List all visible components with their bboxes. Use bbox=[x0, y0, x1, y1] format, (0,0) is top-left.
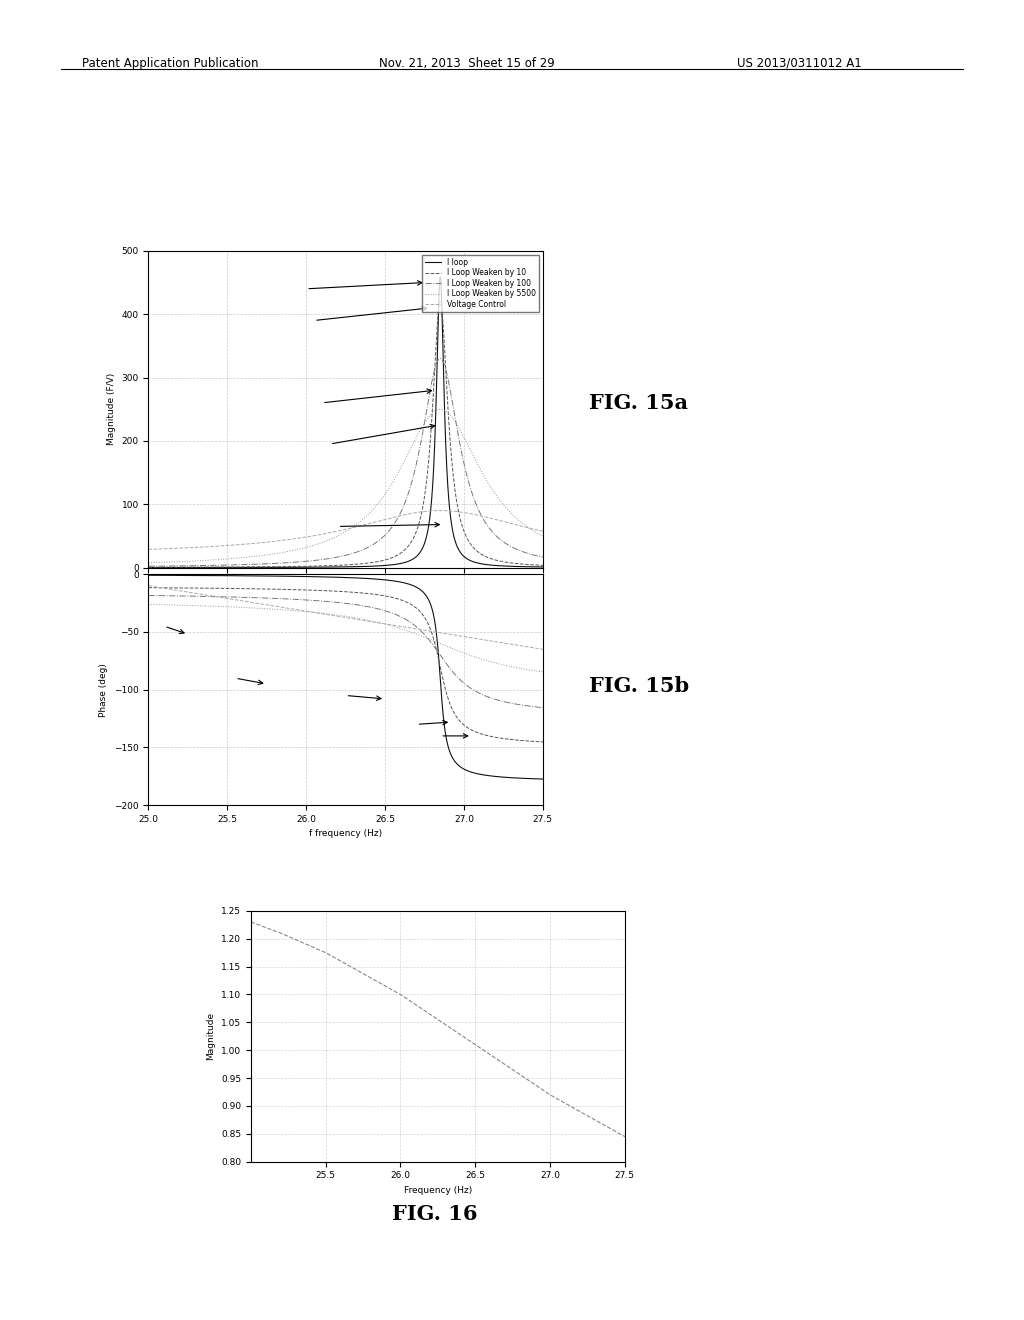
Line: I Loop Weaken by 100: I Loop Weaken by 100 bbox=[148, 359, 558, 566]
Line: I loop: I loop bbox=[148, 277, 558, 568]
I Loop Weaken by 10 bbox=[496, 553, 508, 569]
I Loop Weaken by 100 bbox=[381, 525, 393, 541]
I Loop Weaken by 100 bbox=[454, 437, 466, 453]
Voltage Control bbox=[168, 540, 180, 556]
X-axis label: f frequency (Hz): f frequency (Hz) bbox=[309, 829, 382, 838]
I Loop Weaken by 10 bbox=[168, 560, 180, 576]
Text: US 2013/0311012 A1: US 2013/0311012 A1 bbox=[737, 57, 862, 70]
I loop bbox=[552, 560, 564, 576]
Y-axis label: Magnitude: Magnitude bbox=[207, 1012, 215, 1060]
Line: I Loop Weaken by 10: I Loop Weaken by 10 bbox=[148, 302, 558, 568]
I Loop Weaken by 5500 bbox=[168, 554, 180, 570]
Line: Voltage Control: Voltage Control bbox=[148, 511, 558, 549]
I Loop Weaken by 5500 bbox=[434, 401, 446, 417]
I Loop Weaken by 10 bbox=[434, 294, 446, 310]
Text: Nov. 21, 2013  Sheet 15 of 29: Nov. 21, 2013 Sheet 15 of 29 bbox=[379, 57, 555, 70]
Voltage Control bbox=[496, 513, 508, 529]
I loop bbox=[496, 558, 508, 574]
I loop bbox=[454, 544, 466, 560]
I Loop Weaken by 10 bbox=[142, 560, 155, 576]
I Loop Weaken by 100 bbox=[391, 511, 403, 527]
Voltage Control bbox=[552, 527, 564, 543]
I Loop Weaken by 5500 bbox=[403, 442, 416, 458]
I loop bbox=[381, 557, 393, 573]
I loop bbox=[168, 560, 180, 576]
I Loop Weaken by 100 bbox=[403, 482, 416, 498]
I loop bbox=[434, 269, 446, 285]
I Loop Weaken by 10 bbox=[391, 548, 403, 564]
Voltage Control bbox=[403, 506, 416, 521]
I loop bbox=[403, 553, 416, 569]
Text: FIG. 15a: FIG. 15a bbox=[589, 392, 688, 413]
X-axis label: Frequency (Hz): Frequency (Hz) bbox=[403, 1185, 472, 1195]
I Loop Weaken by 10 bbox=[403, 536, 416, 552]
I Loop Weaken by 10 bbox=[454, 510, 466, 525]
I Loop Weaken by 10 bbox=[381, 552, 393, 568]
Text: FIG. 15b: FIG. 15b bbox=[589, 676, 689, 697]
I loop bbox=[142, 560, 155, 576]
I loop bbox=[391, 556, 403, 572]
Line: I Loop Weaken by 5500: I Loop Weaken by 5500 bbox=[148, 409, 558, 562]
I Loop Weaken by 5500 bbox=[552, 535, 564, 550]
I Loop Weaken by 5500 bbox=[454, 422, 466, 438]
Voltage Control bbox=[142, 541, 155, 557]
I Loop Weaken by 100 bbox=[434, 351, 446, 367]
Voltage Control bbox=[434, 503, 446, 519]
Text: FIG. 16: FIG. 16 bbox=[392, 1204, 478, 1225]
I Loop Weaken by 10 bbox=[552, 558, 564, 574]
Y-axis label: Phase (deg): Phase (deg) bbox=[99, 663, 109, 717]
I Loop Weaken by 5500 bbox=[391, 466, 403, 482]
I Loop Weaken by 100 bbox=[552, 552, 564, 568]
I Loop Weaken by 5500 bbox=[496, 495, 508, 511]
Voltage Control bbox=[391, 508, 403, 524]
I Loop Weaken by 100 bbox=[496, 533, 508, 549]
I Loop Weaken by 100 bbox=[142, 558, 155, 574]
Text: Patent Application Publication: Patent Application Publication bbox=[82, 57, 258, 70]
Voltage Control bbox=[454, 504, 466, 520]
I Loop Weaken by 5500 bbox=[142, 554, 155, 570]
I Loop Weaken by 5500 bbox=[381, 484, 393, 500]
Voltage Control bbox=[381, 511, 393, 527]
Y-axis label: Magnitude (F/V): Magnitude (F/V) bbox=[106, 374, 116, 445]
I Loop Weaken by 100 bbox=[168, 558, 180, 574]
Legend: I loop, I Loop Weaken by 10, I Loop Weaken by 100, I Loop Weaken by 5500, Voltag: I loop, I Loop Weaken by 10, I Loop Weak… bbox=[423, 255, 539, 312]
